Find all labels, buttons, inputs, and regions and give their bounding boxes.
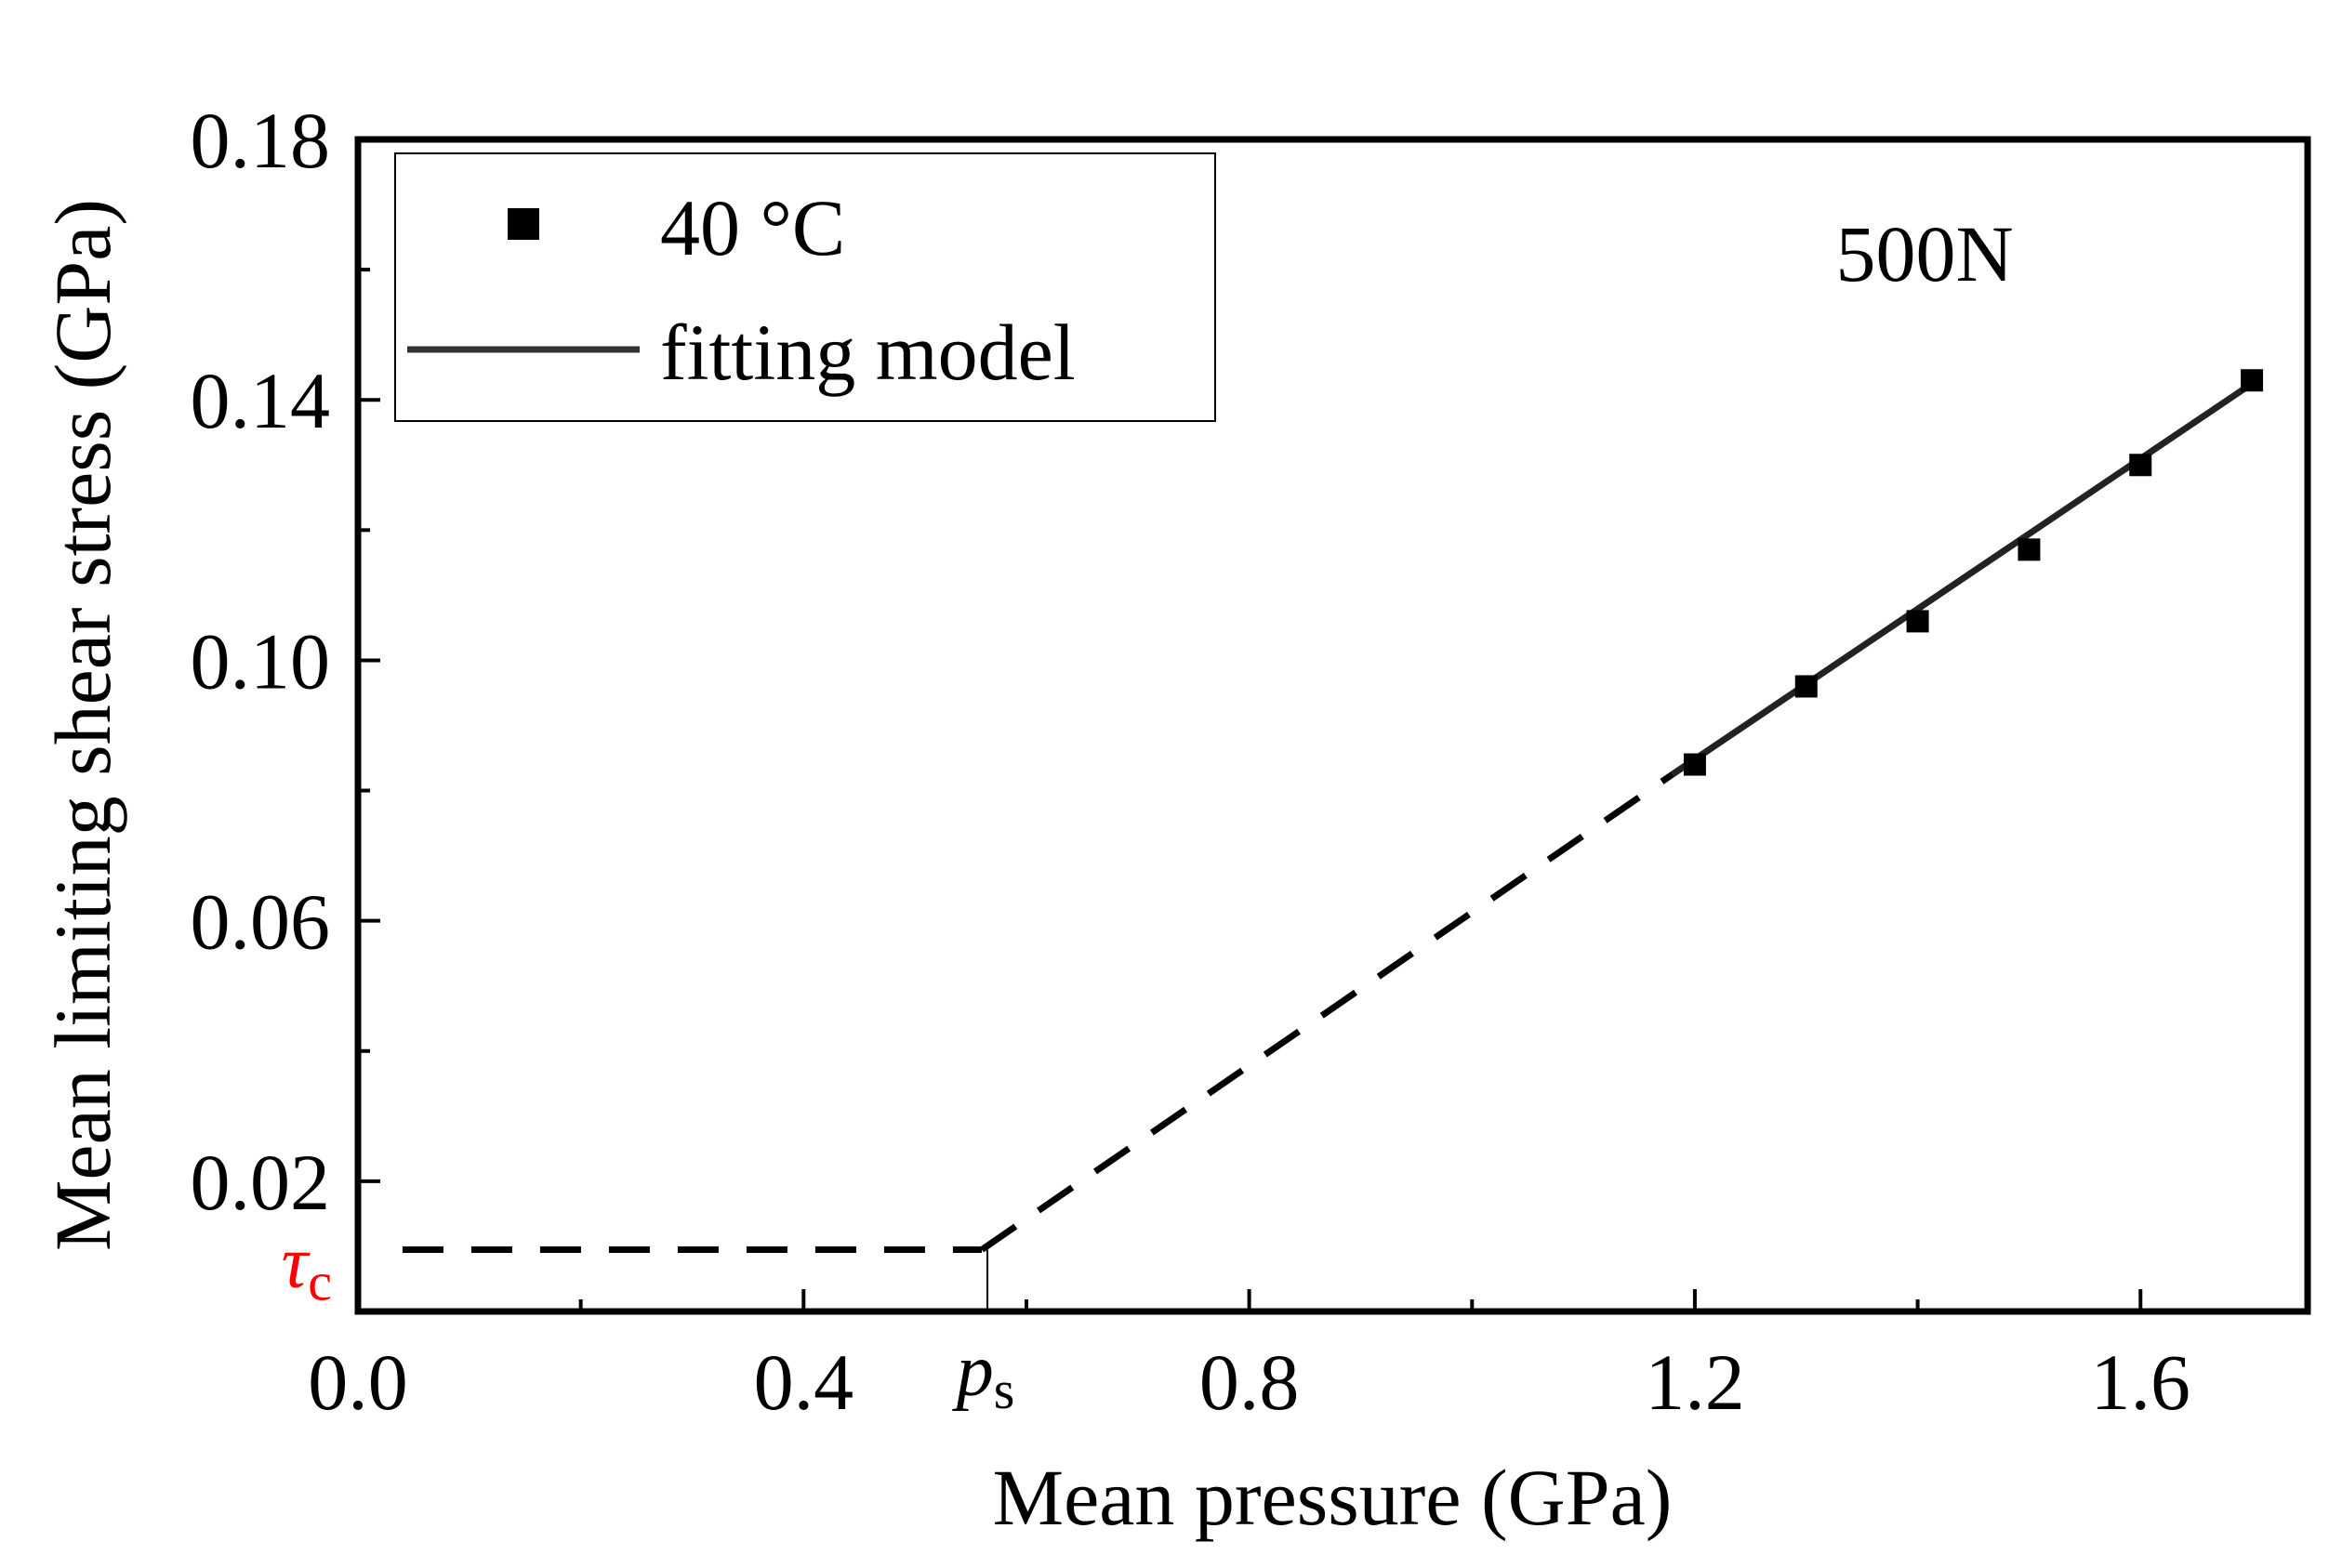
legend-box — [394, 152, 1216, 422]
data-point — [1683, 753, 1706, 776]
y-tick-label: 0.14 — [191, 356, 331, 445]
x-axis-ticks: 0.0 0.4 0.8 1.2 1.6 — [308, 1289, 2190, 1427]
data-point — [2129, 454, 2152, 477]
y-axis-title: Mean limiting shear stress (GPa) — [38, 199, 127, 1251]
y-tick-label: 0.10 — [191, 616, 331, 705]
tau-c-label: τc — [282, 1221, 332, 1311]
data-point — [2018, 538, 2041, 561]
y-tick-label: 0.02 — [191, 1138, 331, 1227]
data-point — [2241, 369, 2264, 392]
legend-label-scatter: 40 °C — [660, 183, 845, 272]
data-point — [1906, 610, 1929, 633]
x-tick-label: 1.2 — [1645, 1337, 1745, 1427]
x-tick-label: 0.8 — [1199, 1337, 1300, 1427]
marks-layer — [402, 369, 2264, 1253]
legend-label-line: fitting model — [660, 308, 1076, 397]
y-axis-ticks: 0.02 0.06 0.10 0.14 0.18 — [191, 96, 380, 1227]
x-axis-title: Mean pressure (GPa) — [993, 1453, 1673, 1542]
legend-marker-square — [508, 208, 539, 240]
data-point — [1794, 675, 1818, 698]
dashed-extrapolation-line — [980, 771, 1674, 1253]
plot-frame — [354, 136, 2311, 1315]
x-tick-label: 1.6 — [2091, 1337, 2191, 1427]
x-tick-label: 0.4 — [754, 1337, 854, 1427]
load-annotation: 500N — [1835, 209, 2013, 298]
y-tick-label: 0.06 — [191, 877, 331, 967]
x-tick-label: 0.0 — [308, 1337, 408, 1427]
ps-label: ps — [952, 1330, 1015, 1420]
fitting-model-line — [1671, 380, 2255, 777]
ps-marker: ps — [952, 1249, 1015, 1420]
y-tick-label: 0.18 — [191, 96, 331, 185]
legend: 40 °C fitting model — [394, 152, 1216, 422]
